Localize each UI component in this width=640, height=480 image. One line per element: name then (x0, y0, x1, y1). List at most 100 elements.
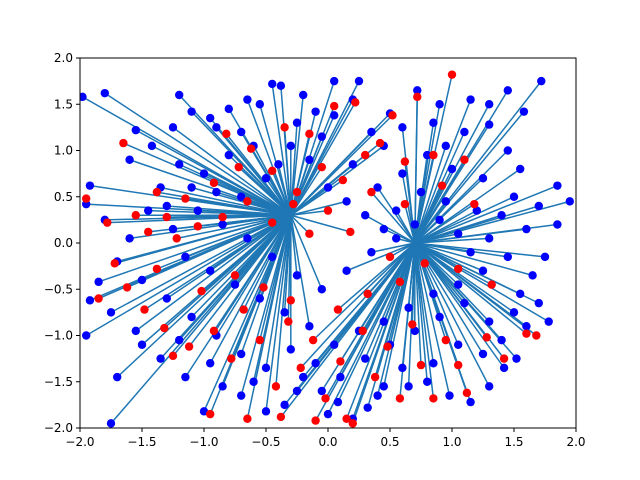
red-point (305, 129, 314, 139)
red-point (429, 150, 438, 160)
blue-point (342, 197, 351, 206)
blue-point (292, 271, 302, 280)
connecting-line (414, 209, 478, 244)
blue-point (156, 354, 165, 363)
blue-point (460, 298, 469, 308)
blue-point (137, 340, 147, 349)
blue-point (305, 322, 314, 331)
red-point (268, 218, 277, 227)
connecting-line (414, 242, 493, 286)
connecting-line (414, 103, 490, 244)
blue-point (478, 266, 488, 275)
red-point (271, 382, 281, 391)
blue-point (168, 224, 178, 234)
red-point (110, 259, 119, 268)
connecting-line (290, 215, 298, 276)
red-point (385, 252, 395, 262)
connecting-line (414, 242, 527, 335)
connecting-line (280, 242, 416, 418)
blue-point (553, 220, 562, 229)
blue-point (373, 391, 382, 400)
blue-point (100, 88, 110, 98)
connecting-line (414, 242, 422, 366)
connecting-line (243, 214, 292, 310)
y-axis: −2.0 −1.5 −1.0 −0.5 0.0 0.5 1.0 1.5 2.0 (44, 51, 80, 435)
blue-point (410, 326, 419, 336)
blue-point (80, 92, 87, 102)
connecting-line (364, 214, 416, 244)
blue-point (224, 104, 233, 114)
blue-point (392, 234, 401, 243)
red-point (160, 323, 169, 333)
blue-point (509, 192, 519, 201)
blue-point (435, 215, 444, 225)
red-point (441, 335, 450, 345)
red-point (383, 342, 392, 351)
red-point (351, 98, 360, 107)
connecting-line (414, 242, 484, 272)
connecting-line (414, 96, 419, 244)
red-point (286, 296, 295, 305)
red-point (416, 360, 426, 370)
connecting-line (327, 242, 416, 415)
connecting-line (114, 214, 291, 265)
red-point (119, 138, 128, 148)
blue-point (131, 326, 140, 336)
connecting-line (414, 185, 443, 244)
blue-point (379, 317, 388, 326)
blue-point (367, 248, 376, 257)
blue-point (534, 298, 543, 308)
blue-point (348, 160, 357, 169)
blue-point (292, 386, 302, 396)
connecting-line (271, 83, 292, 216)
red-point (197, 286, 206, 296)
blue-point (336, 372, 345, 382)
blue-point (435, 100, 444, 109)
red-point (408, 320, 417, 329)
blue-point (466, 95, 475, 104)
red-point (140, 305, 149, 314)
blue-point (333, 397, 343, 407)
blue-point (82, 331, 91, 340)
blue-point (423, 150, 432, 160)
red-point (209, 326, 219, 336)
red-point (209, 178, 219, 188)
blue-point (323, 183, 333, 192)
blue-point (206, 113, 215, 123)
red-point (280, 123, 289, 132)
connecting-line (414, 242, 490, 387)
blue-point (268, 252, 277, 262)
blue-point (85, 181, 95, 190)
red-point (162, 212, 171, 222)
blue-point (429, 289, 438, 299)
red-point (184, 342, 194, 351)
blue-point (454, 340, 463, 349)
connecting-line (185, 197, 291, 216)
connecting-line (352, 242, 416, 424)
blue-point (175, 160, 184, 169)
blue-point (528, 271, 537, 280)
blue-point (522, 224, 531, 234)
connecting-line (290, 179, 344, 216)
red-point (361, 150, 370, 160)
blue-point (447, 164, 457, 174)
blue-point (342, 266, 351, 275)
blue-point (509, 308, 519, 317)
red-point (454, 360, 463, 370)
connecting-line (234, 214, 292, 276)
blue-point (392, 206, 401, 215)
blue-point (218, 220, 227, 229)
blue-point (144, 206, 153, 215)
blue-point (261, 407, 271, 416)
red-point (246, 144, 256, 153)
red-point (395, 394, 405, 403)
connecting-line (290, 215, 311, 327)
blue-point (193, 206, 202, 215)
blue-point (398, 169, 407, 178)
connecting-line (209, 214, 292, 364)
connecting-line (414, 242, 546, 258)
blue-point (131, 125, 140, 135)
blue-point (94, 277, 103, 287)
connecting-line (414, 242, 533, 277)
red-point (330, 101, 339, 111)
